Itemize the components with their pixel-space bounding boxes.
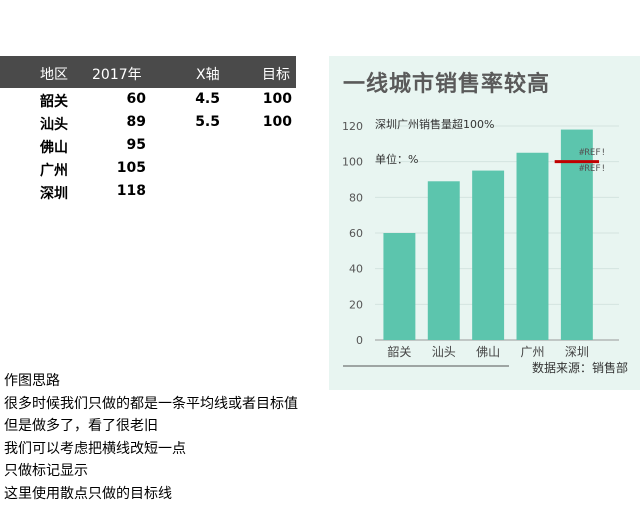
y-tick-label: 60 <box>349 227 363 240</box>
bar <box>428 181 460 340</box>
cell-2017[interactable]: 89 <box>127 114 146 130</box>
note-line[interactable]: 但是做多了，看了很老旧 <box>4 415 298 438</box>
bar <box>517 153 549 340</box>
header-2017[interactable]: 2017年 <box>92 64 142 84</box>
note-line[interactable]: 很多时候我们只做的都是一条平均线或者目标值 <box>4 393 298 416</box>
cell-region[interactable]: 佛山 <box>40 137 68 157</box>
bar-chart: 0 20 40 60 80 100 120 韶关 汕头 佛山 广州 深圳 深圳广州销售量超100% 单位：… <box>329 56 640 390</box>
annotation-note: 深圳广州销售量超100% <box>375 117 494 131</box>
cell-2017[interactable]: 105 <box>117 160 146 176</box>
notes: 作图思路 很多时候我们只做的都是一条平均线或者目标值 但是做多了，看了很老旧 我… <box>4 370 298 505</box>
note-line[interactable]: 我们可以考虑把横线改短一点 <box>4 438 298 461</box>
y-tick-label: 100 <box>342 156 363 169</box>
cell-target[interactable]: 100 <box>263 114 292 130</box>
y-tick-label: 20 <box>349 298 363 311</box>
cell-x-axis[interactable]: 4.5 <box>195 91 220 107</box>
y-tick-label: 120 <box>342 120 363 133</box>
table-row: 佛山 95 <box>0 134 296 157</box>
chart-source: 数据来源：销售部 <box>532 359 628 376</box>
ref-error-label: #REF! <box>579 164 606 174</box>
note-line[interactable]: 这里使用散点只做的目标线 <box>4 483 298 505</box>
cell-2017[interactable]: 60 <box>127 91 146 107</box>
header-region[interactable]: 地区 <box>40 64 68 84</box>
cell-region[interactable]: 汕头 <box>40 114 68 134</box>
header-target[interactable]: 目标 <box>262 64 290 84</box>
table-header: 地区 2017年 X轴 目标 <box>0 56 296 88</box>
cell-2017[interactable]: 95 <box>127 137 146 153</box>
cell-2017[interactable]: 118 <box>117 183 146 199</box>
annotation-unit: 单位：% <box>375 152 418 166</box>
y-tick-label: 0 <box>356 334 363 347</box>
cell-x-axis[interactable]: 5.5 <box>195 114 220 130</box>
table-row: 深圳 118 <box>0 180 296 203</box>
note-line[interactable]: 作图思路 <box>4 370 298 393</box>
table-row: 广州 105 <box>0 157 296 180</box>
cell-region[interactable]: 广州 <box>40 160 68 180</box>
header-x-axis[interactable]: X轴 <box>196 64 220 84</box>
cell-target[interactable]: 100 <box>263 91 292 107</box>
y-tick-label: 80 <box>349 191 363 204</box>
x-tick-label: 汕头 <box>432 345 456 359</box>
bar <box>383 233 415 340</box>
x-tick-label: 广州 <box>520 345 544 359</box>
y-tick-label: 40 <box>349 263 363 276</box>
table-row: 汕头 89 5.5 100 <box>0 111 296 134</box>
table-row: 韶关 60 4.5 100 <box>0 88 296 111</box>
cell-region[interactable]: 深圳 <box>40 183 68 203</box>
x-tick-label: 佛山 <box>476 345 500 359</box>
data-table: 地区 2017年 X轴 目标 韶关 60 4.5 100 汕头 89 5.5 1… <box>0 56 296 203</box>
cell-region[interactable]: 韶关 <box>40 91 68 111</box>
bar <box>472 171 504 340</box>
x-tick-label: 韶关 <box>387 344 411 359</box>
note-line[interactable]: 只做标记显示 <box>4 460 298 483</box>
ref-error-label: #REF! <box>579 148 606 158</box>
x-tick-label: 深圳 <box>565 345 589 359</box>
